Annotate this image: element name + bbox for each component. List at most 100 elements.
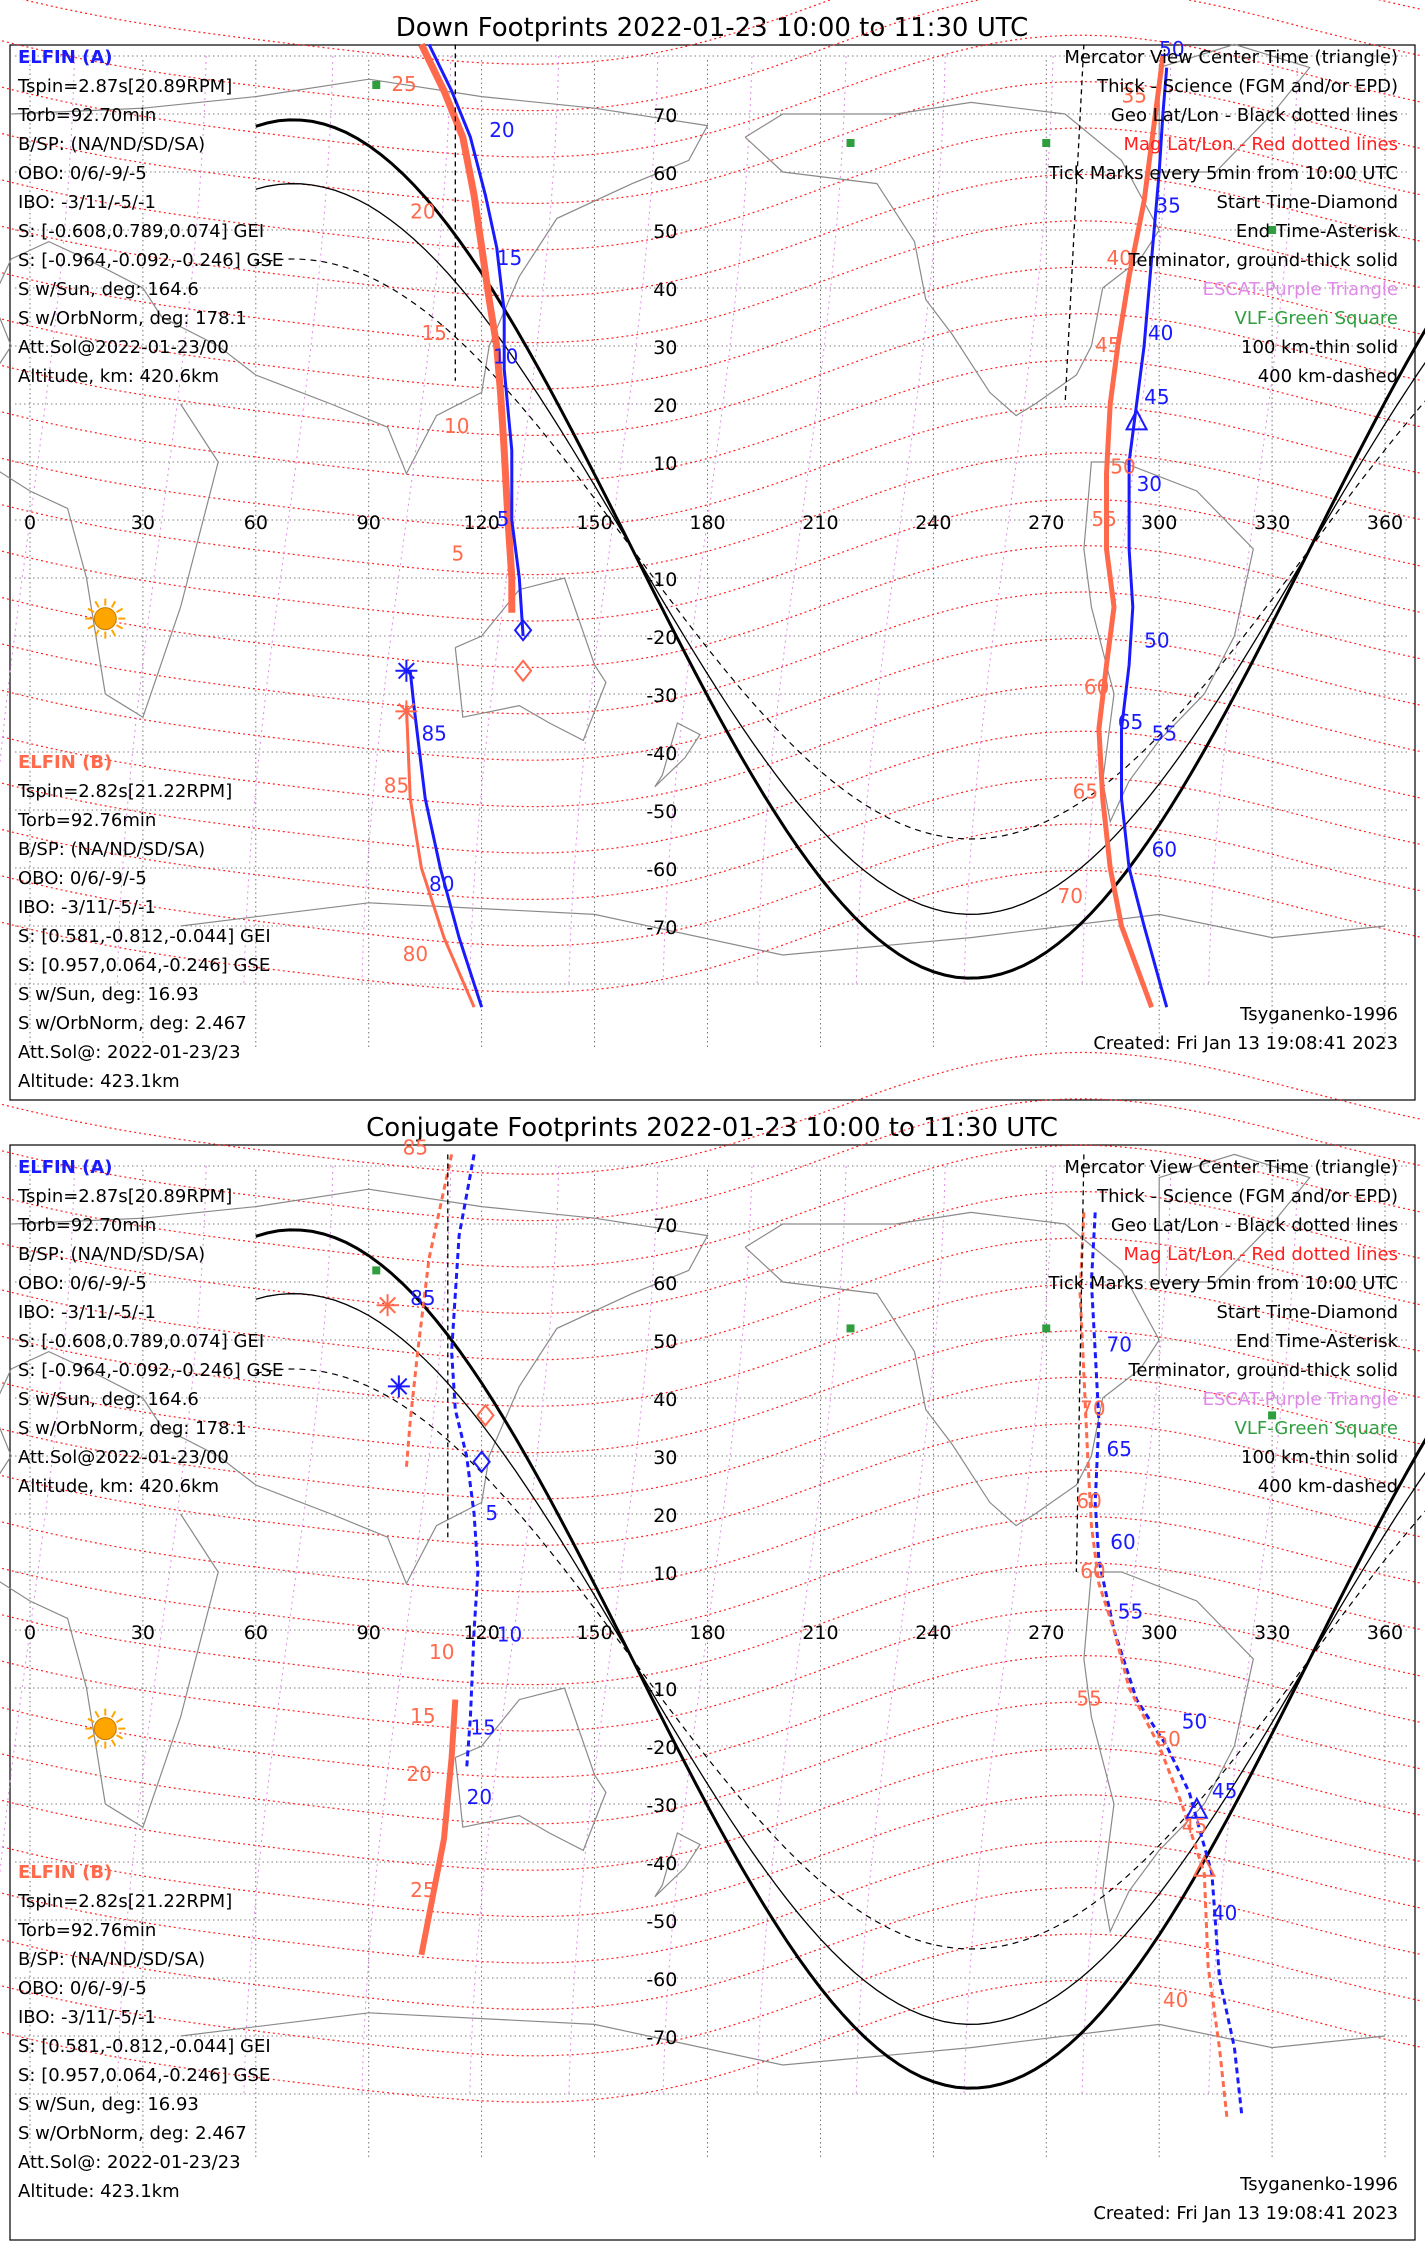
mag-latitude-line bbox=[0, 1840, 1423, 1964]
legend-entry: Geo Lat/Lon - Black dotted lines bbox=[1111, 105, 1398, 126]
longitude-label: 90 bbox=[357, 512, 381, 534]
mag-latitude-line bbox=[0, 1422, 1423, 1547]
track-time-label: 15 bbox=[470, 1715, 495, 1739]
center-time-triangle bbox=[1124, 408, 1149, 431]
track-time-label: 65 bbox=[1118, 710, 1143, 734]
track-time-label: 85 bbox=[403, 1135, 428, 1159]
elfin-a-info-line: Tspin=2.87s[20.89RPM] bbox=[17, 76, 232, 97]
longitude-label: 30 bbox=[131, 512, 155, 534]
elfin-b-info-line: Altitude: 423.1km bbox=[18, 2181, 180, 2202]
vlf-station-marker bbox=[1042, 1324, 1051, 1333]
dashed-meridian bbox=[1064, 44, 1085, 405]
elfin-a-info-line: S w/Sun, deg: 164.6 bbox=[18, 1389, 199, 1410]
model-label: Tsyganenko-1996 bbox=[1239, 2174, 1398, 2195]
terminator-line bbox=[255, 183, 1425, 915]
track-time-label: 60 bbox=[1084, 675, 1109, 699]
panel-frame bbox=[9, 44, 1416, 1101]
latitude-label: 50 bbox=[653, 221, 677, 243]
track-time-label: 15 bbox=[421, 321, 446, 345]
track-time-label: 45 bbox=[1182, 1814, 1207, 1838]
sun-ray bbox=[94, 629, 100, 637]
legend-entry: Thick - Science (FGM and/or EPD) bbox=[1096, 1186, 1398, 1207]
terminator-line bbox=[255, 1228, 1425, 2090]
start-diamond-marker bbox=[513, 618, 533, 642]
track-time-label: 40 bbox=[1148, 321, 1173, 345]
longitude-label: 330 bbox=[1254, 1622, 1290, 1644]
legend-entry: Mercator View Center Time (triangle) bbox=[1064, 1157, 1398, 1178]
elfin-a-info-line: Tspin=2.87s[20.89RPM] bbox=[17, 1186, 232, 1207]
elfin-b-info-line: OBO: 0/6/-9/-5 bbox=[18, 1978, 147, 1999]
mag-latitude-line bbox=[0, 359, 1423, 483]
coastline bbox=[654, 722, 701, 788]
elfin-a-info-line: S w/OrbNorm, deg: 178.1 bbox=[18, 308, 247, 329]
track-time-label: 50 bbox=[1144, 629, 1169, 653]
mag-latitude-line bbox=[0, 1283, 1423, 1407]
longitude-label: 330 bbox=[1254, 512, 1290, 534]
end-asterisk-marker bbox=[379, 1296, 397, 1314]
latitude-label: -20 bbox=[646, 1737, 677, 1759]
latitude-label: -70 bbox=[646, 917, 677, 939]
track-time-label: 10 bbox=[444, 414, 469, 438]
elfin-a-info-line: IBO: -3/11/-5/-1 bbox=[18, 1302, 156, 1323]
legend-entry: Mag Lat/Lon - Red dotted lines bbox=[1123, 134, 1398, 155]
coastline bbox=[1083, 1571, 1254, 1934]
mag-latitude-line bbox=[0, 1654, 1423, 1779]
elfin-a-info-line: Att.Sol@2022-01-23/00 bbox=[18, 337, 229, 358]
mag-latitude-line bbox=[0, 266, 1423, 390]
elfin-a-info-line: Att.Sol@2022-01-23/00 bbox=[18, 1447, 229, 1468]
elfin-a-info-line: S: [-0.964,-0.092,-0.246] GSE bbox=[18, 250, 283, 271]
mag-latitude-line bbox=[0, 127, 1423, 251]
elfin-a-info-line: Altitude, km: 420.6km bbox=[18, 1476, 219, 1497]
elfin-b-header: ELFIN (B) bbox=[18, 1862, 112, 1883]
latitude-label: 30 bbox=[653, 337, 677, 359]
track-time-label: 85 bbox=[384, 774, 409, 798]
latitude-label: 70 bbox=[653, 1215, 677, 1237]
elfin-b-info-line: S: [0.581,-0.812,-0.044] GEI bbox=[18, 2036, 271, 2057]
legend-entry: Mag Lat/Lon - Red dotted lines bbox=[1123, 1244, 1398, 1265]
latitude-label: 40 bbox=[653, 1389, 677, 1411]
elfin-a-info-line: B/SP: (NA/ND/SD/SA) bbox=[18, 1244, 205, 1265]
track-time-label: 20 bbox=[406, 1762, 431, 1786]
terminator-line bbox=[255, 1368, 1425, 1950]
mag-latitude-line bbox=[0, 1051, 1423, 1175]
track-time-label: 40 bbox=[1106, 246, 1131, 270]
track-time-label: 10 bbox=[493, 344, 518, 368]
end-asterisk-marker bbox=[390, 1377, 408, 1395]
legend-entry: End Time-Asterisk bbox=[1236, 1331, 1399, 1352]
track-time-label: 35 bbox=[1122, 83, 1147, 107]
center-time-triangle bbox=[1192, 1854, 1216, 1877]
elfin-b-track bbox=[404, 705, 476, 1008]
latitude-label: -70 bbox=[646, 2027, 677, 2049]
legend-entry: 100 km-thin solid bbox=[1241, 337, 1398, 358]
latitude-label: 20 bbox=[653, 1505, 677, 1527]
mag-latitude-line bbox=[0, 591, 1423, 715]
elfin-b-info-line: S: [0.581,-0.812,-0.044] GEI bbox=[18, 926, 271, 947]
track-time-label: 20 bbox=[489, 118, 514, 142]
mag-latitude-line bbox=[0, 637, 1423, 761]
elfin-b-info-line: Torb=92.76min bbox=[17, 810, 156, 831]
coastline bbox=[0, 1188, 709, 1829]
mag-latitude-line bbox=[0, 1562, 1423, 1686]
track-time-label: 70 bbox=[1106, 1333, 1131, 1357]
mag-latitude-line bbox=[0, 1747, 1423, 1871]
longitude-label: 270 bbox=[1028, 1622, 1064, 1644]
vlf-station-marker bbox=[1042, 139, 1051, 147]
mag-latitude-line bbox=[0, 1515, 1423, 1639]
legend-entry: ESCAT-Purple Triangle bbox=[1203, 1389, 1398, 1410]
track-time-label: 55 bbox=[1076, 1686, 1101, 1710]
sun-ray bbox=[94, 1739, 100, 1747]
mag-latitude-line bbox=[0, 1701, 1423, 1825]
track-time-label: 65 bbox=[1106, 1437, 1131, 1461]
latitude-label: 10 bbox=[653, 453, 677, 475]
mag-latitude-line bbox=[0, 1886, 1423, 2011]
coastline bbox=[180, 902, 1386, 956]
panel-title: Conjugate Footprints 2022-01-23 10:00 to… bbox=[366, 1113, 1058, 1143]
longitude-label: 0 bbox=[24, 1622, 36, 1644]
mag-latitude-line bbox=[0, 1979, 1423, 2103]
legend-entry: Start Time-Diamond bbox=[1216, 192, 1398, 213]
track-time-label: 20 bbox=[467, 1785, 492, 1809]
terminator-line bbox=[255, 118, 1425, 980]
longitude-label: 360 bbox=[1367, 512, 1403, 534]
latitude-label: -10 bbox=[646, 569, 677, 591]
